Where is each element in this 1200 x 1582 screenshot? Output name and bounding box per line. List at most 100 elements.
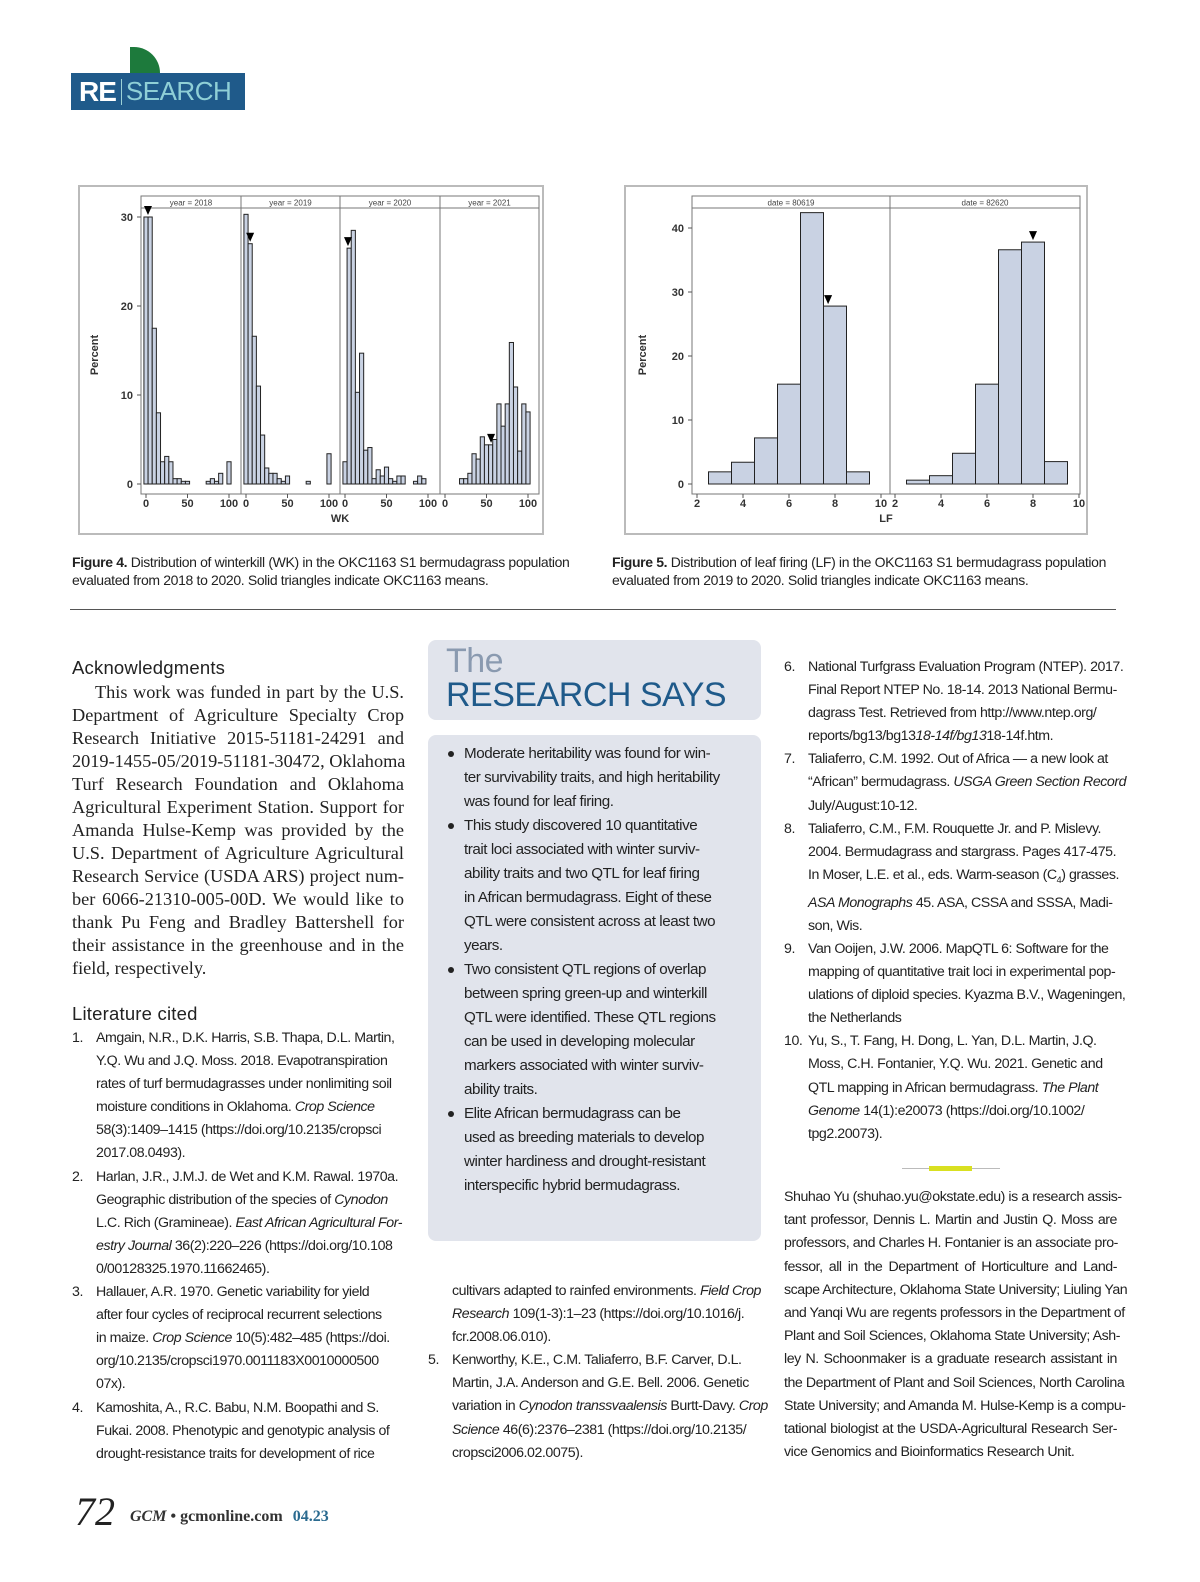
text-run: 58(3):1409–1415 (https://doi.org/10.2135…	[96, 1122, 382, 1139]
x-tick-label: 50	[480, 498, 492, 510]
italic-text: The Plant	[1041, 1079, 1099, 1096]
key-finding-bullet: This study discovered 10 quantitative tra…	[428, 814, 761, 958]
figure-5-caption: Figure 5. Distribution of leaf firing (L…	[612, 553, 1112, 589]
reference-number: 9.	[784, 940, 795, 957]
reference-line: L.C. Rich (Gramineae). East African Agri…	[96, 1212, 407, 1235]
references-column-2: cultivars adapted to rainfed environment…	[428, 1280, 768, 1465]
literature-cited-heading: Literature cited	[72, 1003, 198, 1024]
text-run: National Turfgrass Evaluation Program (N…	[808, 659, 1124, 675]
x-tick-label: 8	[832, 498, 838, 510]
bio-line: professors, and Charles H. Fontanier is …	[784, 1235, 1118, 1252]
reference-line: fcr.2008.06.010).	[452, 1326, 763, 1349]
histogram-bar	[392, 480, 398, 485]
text-run: mapping of quantitative trait loci in ex…	[808, 964, 1116, 981]
bullet-line: between spring green-up and winterkill	[464, 985, 707, 1002]
x-tick-label: 0	[143, 498, 149, 510]
reference-line: moisture conditions in Oklahoma. Crop Sc…	[96, 1096, 407, 1119]
y-axis-label: Percent	[89, 334, 101, 375]
histogram-bar	[184, 480, 191, 485]
histogram-bar	[164, 455, 170, 485]
histogram-bar	[247, 243, 253, 485]
reference-line: Van Ooijen, J.W. 2006. MapQTL 6: Softwar…	[808, 938, 1119, 961]
x-tick-label: 10	[875, 498, 887, 510]
histogram-bar	[846, 471, 870, 485]
y-axis-label: Percent	[637, 334, 649, 375]
histogram-bar	[952, 452, 976, 485]
histogram-bar	[326, 453, 332, 485]
histogram-bar	[731, 461, 755, 485]
reference-line: ulations of diploid species. Kyazma B.V.…	[808, 984, 1126, 1007]
histogram-bar	[906, 479, 930, 485]
text-run: Taliaferro, C.M. 1992. Out of Africa — a…	[808, 751, 1108, 768]
reference-line: drought-resistance traits for developmen…	[96, 1443, 407, 1466]
text-run: Martin, J.A. Anderson and G.E. Bell. 200…	[452, 1375, 749, 1392]
italic-text: USGA Green Section Record	[953, 774, 1127, 791]
reference-line: Research 109(1-3):1–23 (https://doi.org/…	[452, 1303, 763, 1326]
reference-number: 8.	[784, 820, 795, 837]
bullet-line: ter survivability traits, and high herit…	[464, 769, 720, 786]
y-tick-label: 0	[678, 479, 684, 491]
histogram-bar	[346, 247, 352, 485]
text-run: 2017.08.0493).	[96, 1145, 186, 1162]
histogram-bar	[504, 403, 510, 485]
panel-label: year = 2021	[468, 199, 511, 208]
key-finding-bullet: Moderate heritability was found for win-…	[428, 742, 761, 814]
acknowledgments-body: This work was funded in part by the U.S.…	[72, 681, 405, 980]
x-tick-label: 100	[519, 498, 537, 510]
text-run: cropsci2006.02.0075).	[452, 1444, 583, 1461]
paragraph-line: Research Service (USDA ARS) project num-	[72, 866, 404, 886]
histogram-bar	[800, 212, 824, 485]
reference-line: 2004. Bermudagrass and stargrass. Pages …	[808, 841, 1119, 864]
histogram-bar	[483, 444, 490, 485]
website-link[interactable]: gcmonline.com	[180, 1508, 283, 1525]
x-tick-label: 6	[786, 498, 792, 510]
bio-line: Shuhao Yu (shuhao.yu@okstate.edu) is a r…	[784, 1189, 1122, 1205]
reference-line: 58(3):1409–1415 (https://doi.org/10.2135…	[96, 1119, 407, 1142]
panel-label: date = 80619	[768, 199, 815, 208]
histogram-bar	[492, 439, 498, 485]
histogram-bar	[147, 216, 153, 485]
bullet-line: was found for leaf firing.	[464, 793, 614, 810]
italic-text: Research	[452, 1306, 510, 1323]
histogram-bar	[459, 478, 465, 485]
reference-line: Genome 14(1):e20073 (https://doi.org/10.…	[808, 1100, 1119, 1123]
x-tick-label: 100	[419, 498, 437, 510]
research-says-title-small: The	[446, 642, 504, 680]
histogram-bar	[172, 478, 178, 485]
text-run: org/10.2135/cropsci1970.0011183X00100005…	[96, 1353, 379, 1370]
text-run: Geographic distribution of the species o…	[96, 1191, 335, 1208]
histogram-bar	[421, 478, 427, 485]
bullet-line: markers associated with winter surviv-	[464, 1057, 704, 1074]
reference-line: org/10.2135/cropsci1970.0011183X00100005…	[96, 1350, 407, 1373]
histogram-bar	[517, 450, 523, 485]
x-axis-label: WK	[331, 513, 349, 525]
bio-line: fessor, all in the Department of Horticu…	[784, 1258, 1117, 1275]
bullet-icon	[448, 967, 454, 973]
reference-line: National Turfgrass Evaluation Program (N…	[808, 656, 1124, 679]
y-tick-label: 0	[127, 479, 133, 491]
key-finding-bullet: Two consistent QTL regions of overlap bet…	[428, 958, 761, 1102]
bullet-line: interspecific hybrid bermudagrass.	[464, 1177, 680, 1194]
reference-line: Taliaferro, C.M., F.M. Rouquette Jr. and…	[808, 818, 1119, 841]
text-run: the Netherlands	[808, 1010, 902, 1027]
text-run: QTL mapping in African bermudagrass.	[808, 1079, 1042, 1096]
histogram-bar	[496, 403, 502, 485]
reference-line: QTL mapping in African bermudagrass. The…	[808, 1077, 1119, 1100]
mean-triangle-marker	[246, 232, 255, 242]
reference-line: rates of turf bermudagrasses under nonli…	[96, 1073, 407, 1096]
histogram-bar	[155, 412, 162, 485]
y-tick-label: 10	[121, 390, 133, 402]
research-says-bullets: Moderate heritability was found for win-…	[428, 735, 761, 1198]
paragraph-line: This work was funded in part by the U.S.	[95, 682, 404, 702]
bullet-line: can be used in developing molecular	[464, 1033, 695, 1050]
text-run: moisture conditions in Oklahoma.	[96, 1099, 295, 1116]
histogram-bar	[508, 341, 514, 485]
histogram-bar	[396, 475, 402, 485]
reference-item: 1. Amgain, N.R., D.K. Harris, S.B. Thapa,…	[72, 1027, 407, 1166]
footer-publication: GCM • gcmonline.com 04.23	[130, 1508, 329, 1526]
footer-separator: •	[170, 1508, 177, 1525]
paragraph-line: thank Pu Feng and Bradley Battershell fo…	[72, 912, 404, 932]
italic-text: East African Agricultural For-	[235, 1214, 402, 1231]
panel-label: year = 2018	[170, 199, 213, 208]
bullet-icon	[448, 751, 454, 757]
